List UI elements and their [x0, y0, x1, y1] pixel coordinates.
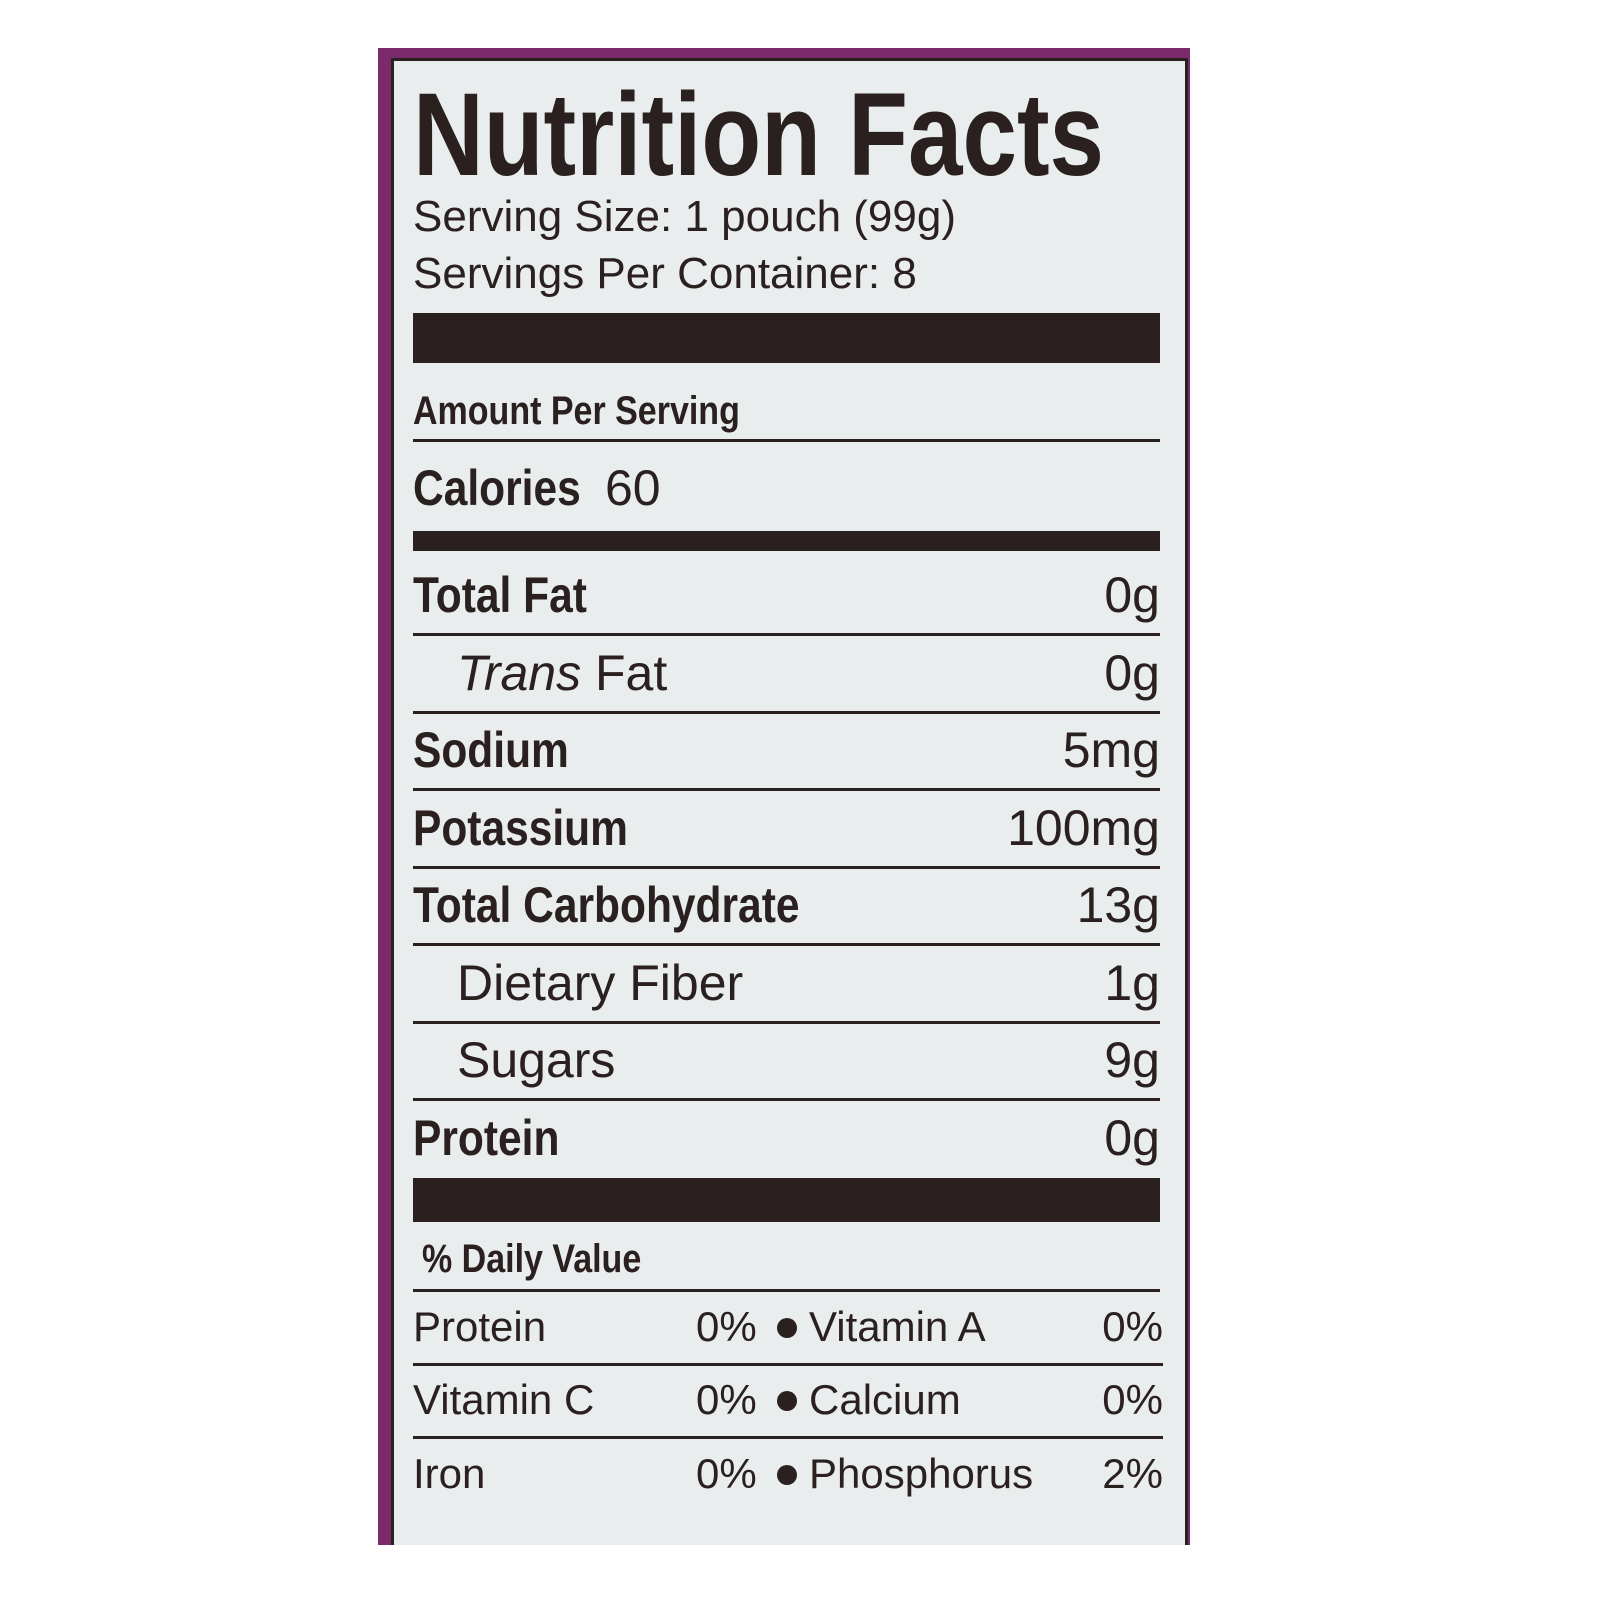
- dv-right-value: 0%: [1102, 1303, 1163, 1350]
- dv-left-label: Protein: [413, 1303, 547, 1350]
- thick-divider: [413, 313, 1160, 363]
- divider: [413, 1363, 1163, 1366]
- nutrient-row: Trans Fat 0g: [413, 643, 1160, 703]
- nutrient-label: Sugars: [457, 1032, 616, 1088]
- nutrient-value: 5mg: [1062, 722, 1160, 778]
- calories-row: Calories 60: [413, 458, 1160, 518]
- daily-value-header-text: % Daily Value: [422, 1237, 642, 1281]
- calories-label: Calories: [413, 458, 610, 518]
- divider: [413, 943, 1160, 946]
- divider: [413, 1021, 1160, 1024]
- divider: [413, 1098, 1160, 1101]
- nutrient-row: Sodium 5mg: [413, 720, 1160, 780]
- nutrient-label: Sodium: [413, 720, 596, 780]
- divider: [413, 788, 1160, 791]
- amount-per-serving-text: Amount Per Serving: [413, 389, 740, 433]
- nutrient-label: Potassium: [413, 798, 666, 858]
- divider: [413, 1289, 1160, 1292]
- bullet-icon: [777, 1318, 797, 1338]
- daily-value-header: % Daily Value: [422, 1236, 680, 1282]
- nutrient-value: 0g: [1104, 1110, 1160, 1166]
- calories-label-text: Calories: [413, 460, 581, 516]
- nutrient-label-text: Protein: [413, 1110, 560, 1166]
- nutrient-row: Total Fat 0g: [413, 565, 1160, 625]
- dv-left-value: 0%: [696, 1303, 757, 1350]
- calories-value: 60: [605, 460, 661, 516]
- thick-divider: [413, 1178, 1160, 1222]
- nutrient-row: Sugars 9g: [413, 1030, 1160, 1090]
- nutrient-label: Protein: [413, 1108, 585, 1168]
- nutrient-label: Total Fat: [413, 565, 618, 625]
- dv-right-label: Vitamin A: [809, 1303, 986, 1350]
- nutrient-label-text: Total Fat: [413, 567, 587, 623]
- title-text: Nutrition Facts: [413, 69, 1105, 201]
- nutrient-label-italic: Trans: [457, 645, 582, 701]
- nutrient-value: 0g: [1104, 645, 1160, 701]
- daily-value-row: Iron 0% Phosphorus 2%: [413, 1449, 1163, 1499]
- nutrient-value: 100mg: [1007, 800, 1160, 856]
- divider: [413, 711, 1160, 714]
- amount-per-serving: Amount Per Serving: [413, 388, 798, 434]
- nutrient-row: Potassium 100mg: [413, 798, 1160, 858]
- bullet-icon: [777, 1391, 797, 1411]
- nutrient-row: Dietary Fiber 1g: [413, 953, 1160, 1013]
- dv-left-value: 0%: [696, 1450, 757, 1497]
- dv-right-label: Phosphorus: [809, 1450, 1034, 1497]
- serving-size: Serving Size: 1 pouch (99g): [413, 192, 956, 241]
- nutrient-label-text: Total Carbohydrate: [413, 877, 800, 933]
- dv-left-label: Vitamin C: [413, 1376, 595, 1423]
- nutrient-value: 13g: [1076, 877, 1160, 933]
- nutrient-label: Total Carbohydrate: [413, 875, 868, 935]
- dv-left-label: Iron: [413, 1450, 486, 1497]
- nutrient-label-text: Fat: [595, 645, 668, 701]
- divider: [413, 866, 1160, 869]
- servings-per-container: Servings Per Container: 8: [413, 249, 917, 298]
- bullet-icon: [777, 1465, 797, 1485]
- nutrient-row: Protein 0g: [413, 1108, 1160, 1168]
- daily-value-row: Vitamin C 0% Calcium 0%: [413, 1375, 1163, 1425]
- nutrient-value: 0g: [1104, 567, 1160, 623]
- divider: [413, 1436, 1163, 1439]
- nutrient-label-text: Potassium: [413, 800, 628, 856]
- nutrient-label-text: Sodium: [413, 722, 569, 778]
- nutrient-label: Dietary Fiber: [457, 955, 744, 1011]
- divider: [413, 439, 1160, 442]
- divider: [413, 633, 1160, 636]
- nutrient-value: 1g: [1104, 955, 1160, 1011]
- dv-right-value: 0%: [1102, 1376, 1163, 1423]
- nutrient-row: Total Carbohydrate 13g: [413, 875, 1160, 935]
- nutrition-label-panel: [391, 58, 1188, 1545]
- nutrient-value: 9g: [1104, 1032, 1160, 1088]
- daily-value-row: Protein 0% Vitamin A 0%: [413, 1302, 1163, 1352]
- nutrient-label: Trans Fat: [457, 643, 667, 703]
- label-title: Nutrition Facts: [413, 76, 1246, 194]
- dv-left-value: 0%: [696, 1376, 757, 1423]
- dv-right-label: Calcium: [809, 1376, 961, 1423]
- dv-right-value: 2%: [1102, 1450, 1163, 1497]
- medium-divider: [413, 531, 1160, 551]
